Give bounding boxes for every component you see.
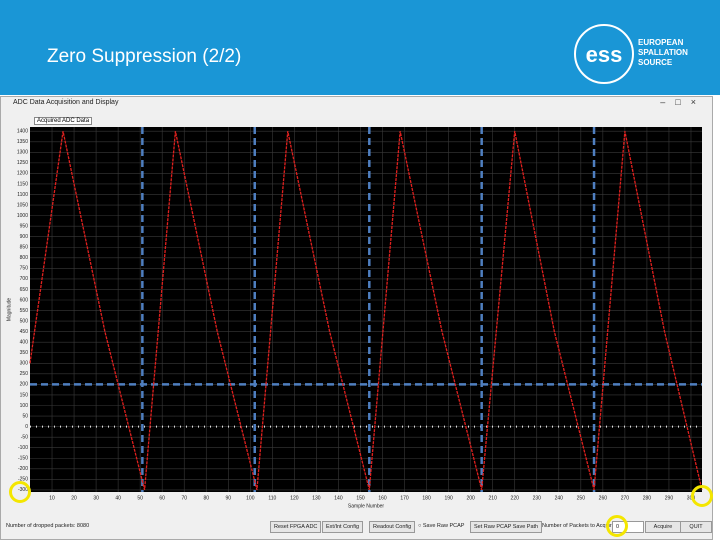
logo-line: SOURCE	[638, 58, 673, 67]
y-tick-label: 1300	[17, 150, 28, 156]
x-tick-label: 250	[577, 495, 586, 501]
highlight-circle	[606, 515, 628, 537]
y-tick-label: 100	[20, 403, 29, 409]
x-tick-label: 260	[599, 495, 608, 501]
x-tick-label: 270	[621, 495, 630, 501]
x-tick-label: 50	[137, 495, 143, 501]
y-tick-label: 750	[20, 266, 29, 272]
highlight-circle	[9, 481, 31, 503]
y-tick-label: -150	[18, 456, 28, 462]
y-tick-label: 500	[20, 318, 29, 324]
y-tick-label: 550	[20, 308, 29, 314]
button[interactable]: Reset FPGA ADC	[270, 521, 322, 533]
x-tick-label: 190	[444, 495, 453, 501]
x-tick-label: 10	[49, 495, 55, 501]
y-tick-label: -250	[18, 477, 28, 483]
button[interactable]: Readout Config	[369, 521, 416, 533]
x-tick-label: 280	[643, 495, 652, 501]
x-tick-label: 140	[334, 495, 343, 501]
status: Number of dropped packets: 8080	[6, 523, 90, 529]
y-tick-label: 1050	[17, 202, 28, 208]
x-tick-label: 170	[400, 495, 409, 501]
y-tick-label: 400	[20, 340, 29, 346]
y-tick-label: 150	[20, 392, 29, 398]
x-tick-label: 40	[115, 495, 121, 501]
y-tick-label: 1250	[17, 160, 28, 166]
y-tick-label: -100	[18, 445, 28, 451]
x-tick-label: 90	[226, 495, 232, 501]
x-tick-label: 210	[489, 495, 498, 501]
x-tick-label: 100	[246, 495, 255, 501]
x-tick-label: 230	[533, 495, 542, 501]
x-tick-label: 290	[665, 495, 674, 501]
y-tick-label: 250	[20, 371, 29, 377]
x-tick-label: 80	[203, 495, 209, 501]
y-tick-label: 1400	[17, 129, 28, 135]
y-tick-label: 300	[20, 361, 29, 367]
x-tick-label: 110	[268, 495, 276, 501]
y-tick-label: 450	[20, 329, 29, 335]
y-tick-label: 1200	[17, 171, 28, 177]
x-tick-label: 60	[159, 495, 165, 501]
y-tick-label: 650	[20, 287, 29, 293]
x-tick-label: 180	[422, 495, 431, 501]
y-axis-label: Magnitude	[6, 298, 12, 322]
header: Zero Suppression (2/2) ess EUROPEAN SPAL…	[0, 0, 720, 95]
y-tick-label: 700	[20, 276, 29, 282]
data-line	[29, 131, 703, 491]
y-tick-label: 350	[20, 350, 29, 356]
x-tick-label: 200	[466, 495, 475, 501]
y-tick-label: 900	[20, 234, 29, 240]
chart-tab[interactable]: Acquired ADC Data	[34, 117, 93, 125]
y-tick-label: -50	[21, 434, 28, 440]
button[interactable]: QUIT	[680, 521, 712, 533]
radio[interactable]: ○ Save Raw PCAP	[418, 523, 465, 529]
button[interactable]: Acquire	[645, 521, 681, 533]
y-tick-label: 800	[20, 255, 29, 261]
y-tick-label: 1100	[17, 192, 28, 198]
x-tick-label: 240	[555, 495, 564, 501]
x-tick-label: 150	[356, 495, 365, 501]
y-tick-label: 1000	[17, 213, 28, 219]
packets-label: Number of Packets to Acquire	[542, 523, 615, 529]
window-title: ADC Data Acquisition and Display	[13, 99, 119, 106]
logo-text: EUROPEAN SPALLATION SOURCE	[638, 38, 688, 68]
y-tick-label: 1350	[17, 139, 28, 145]
y-tick-label: 1150	[17, 181, 28, 187]
logo-line: SPALLATION	[638, 48, 688, 57]
y-tick-label: 200	[20, 382, 29, 388]
y-tick-label: 950	[20, 223, 29, 229]
x-tick-label: 220	[511, 495, 520, 501]
x-axis-label: Sample Number	[348, 503, 384, 509]
x-tick-label: 130	[312, 495, 321, 501]
highlight-circle	[691, 485, 713, 507]
logo: ess	[574, 24, 634, 84]
control-bar: Number of dropped packets: 8080 Reset FP…	[0, 518, 713, 538]
y-tick-label: 850	[20, 245, 29, 251]
button[interactable]: Ext/Int Config	[322, 521, 364, 533]
radio-label: Save Raw PCAP	[422, 523, 465, 529]
logo-line: EUROPEAN	[638, 38, 684, 47]
y-tick-label: 50	[22, 413, 28, 419]
x-tick-label: 120	[290, 495, 299, 501]
window-buttons[interactable]: –□×	[660, 97, 706, 107]
y-tick-label: 600	[20, 297, 29, 303]
x-tick-label: 160	[378, 495, 387, 501]
y-tick-label: -200	[18, 466, 28, 472]
slide-title: Zero Suppression (2/2)	[47, 46, 242, 67]
x-tick-label: 30	[93, 495, 99, 501]
x-tick-label: 20	[71, 495, 77, 501]
button[interactable]: Set Raw PCAP Save Path	[470, 521, 543, 533]
y-tick-label: 0	[25, 424, 28, 430]
x-tick-label: 70	[181, 495, 187, 501]
